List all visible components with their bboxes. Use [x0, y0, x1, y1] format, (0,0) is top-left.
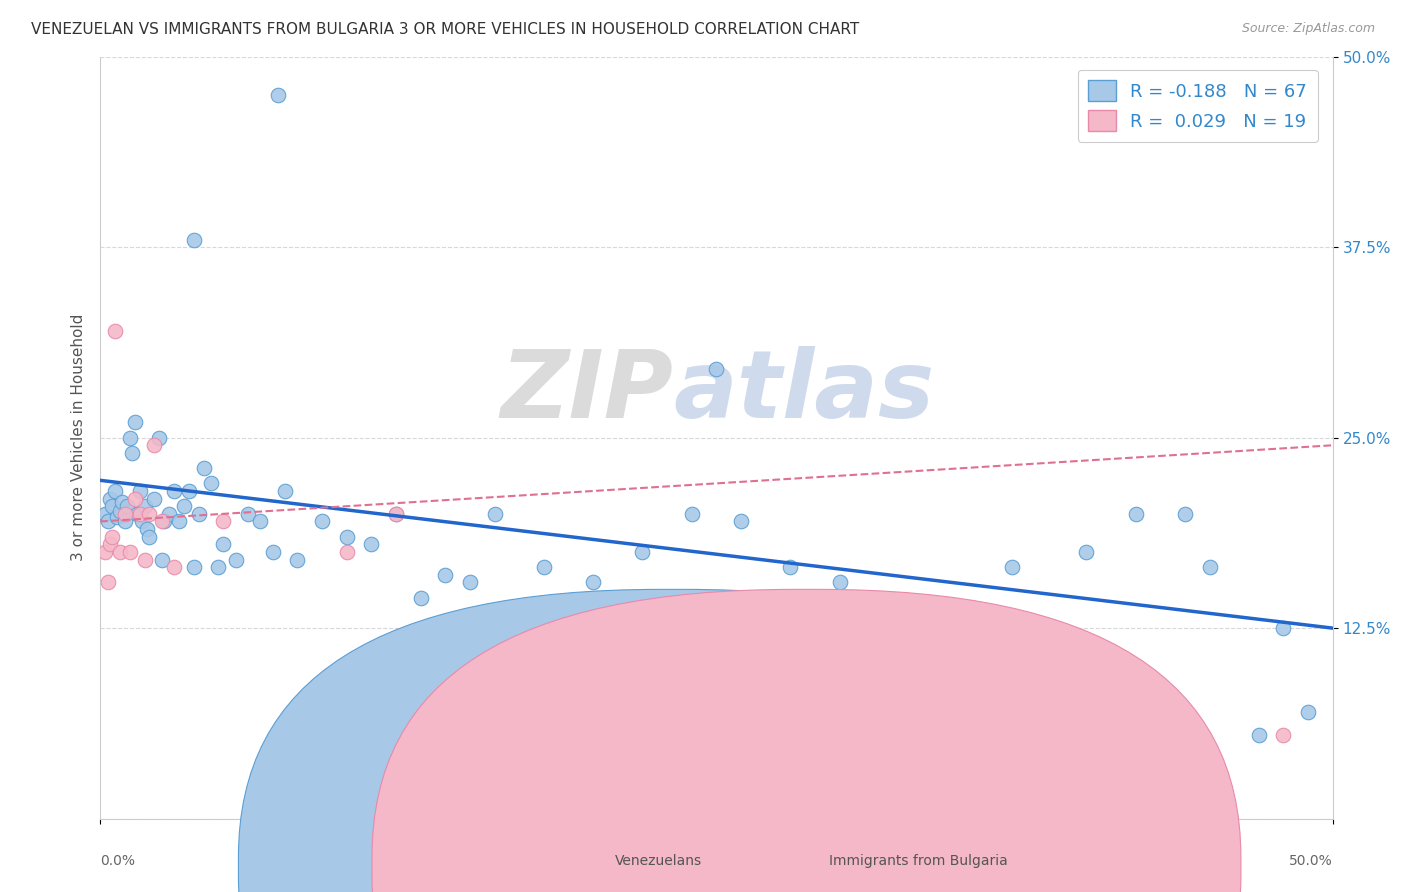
Point — [94, 507, 117, 521]
Point — [148, 431, 170, 445]
Point — [138, 507, 160, 521]
Text: 0.0%: 0.0% — [100, 855, 135, 868]
Point — [138, 530, 160, 544]
Point — [212, 537, 235, 551]
Point — [105, 509, 128, 524]
Point — [193, 461, 215, 475]
Point — [1174, 507, 1197, 521]
Point — [336, 545, 359, 559]
Point — [108, 504, 131, 518]
Point — [631, 545, 654, 559]
Point — [128, 507, 150, 521]
Point — [183, 233, 205, 247]
Point — [143, 491, 166, 506]
Point — [207, 560, 229, 574]
Point — [285, 552, 308, 566]
Point — [153, 515, 176, 529]
Legend: R = -0.188   N = 67, R =  0.029   N = 19: R = -0.188 N = 67, R = 0.029 N = 19 — [1077, 70, 1317, 142]
Point — [1076, 545, 1098, 559]
Point — [274, 483, 297, 498]
Text: Immigrants from Bulgaria: Immigrants from Bulgaria — [830, 855, 1008, 868]
Point — [114, 507, 136, 521]
Point — [706, 362, 728, 376]
Point — [124, 416, 146, 430]
Point — [1125, 507, 1147, 521]
Point — [730, 515, 752, 529]
Point — [128, 483, 150, 498]
Point — [108, 545, 131, 559]
Y-axis label: 3 or more Vehicles in Household: 3 or more Vehicles in Household — [72, 314, 86, 561]
Point — [150, 552, 173, 566]
Point — [121, 446, 143, 460]
Point — [134, 552, 156, 566]
Point — [124, 491, 146, 506]
Point — [104, 483, 127, 498]
Point — [163, 560, 186, 574]
Point — [173, 500, 195, 514]
Point — [927, 606, 949, 620]
Point — [582, 575, 605, 590]
Point — [249, 515, 271, 529]
Text: Venezuelans: Venezuelans — [616, 855, 703, 868]
Point — [163, 483, 186, 498]
Point — [98, 537, 121, 551]
Point — [96, 515, 118, 529]
Text: VENEZUELAN VS IMMIGRANTS FROM BULGARIA 3 OR MORE VEHICLES IN HOUSEHOLD CORRELATI: VENEZUELAN VS IMMIGRANTS FROM BULGARIA 3… — [31, 22, 859, 37]
Point — [385, 507, 408, 521]
Point — [385, 507, 408, 521]
Point — [167, 515, 190, 529]
Point — [434, 567, 457, 582]
Point — [484, 507, 506, 521]
Point — [118, 431, 141, 445]
Point — [458, 575, 481, 590]
Point — [336, 530, 359, 544]
Point — [225, 552, 247, 566]
Point — [262, 545, 284, 559]
Point — [187, 507, 209, 521]
Point — [114, 515, 136, 529]
Text: Source: ZipAtlas.com: Source: ZipAtlas.com — [1241, 22, 1375, 36]
Point — [131, 515, 153, 529]
Point — [533, 560, 555, 574]
Point — [101, 530, 124, 544]
Point — [136, 522, 159, 536]
Point — [1198, 560, 1220, 574]
Point — [134, 500, 156, 514]
Point — [183, 560, 205, 574]
Point — [143, 438, 166, 452]
Point — [104, 324, 127, 338]
Point — [127, 507, 149, 521]
Point — [1272, 728, 1295, 742]
Point — [212, 515, 235, 529]
Point — [266, 87, 288, 102]
Point — [150, 515, 173, 529]
Point — [409, 591, 432, 605]
Point — [360, 537, 382, 551]
Point — [157, 507, 180, 521]
Point — [111, 494, 134, 508]
Point — [117, 500, 139, 514]
Point — [779, 560, 801, 574]
Text: atlas: atlas — [673, 346, 935, 438]
Point — [311, 515, 333, 529]
Point — [681, 507, 703, 521]
Point — [1001, 560, 1024, 574]
Point — [101, 500, 124, 514]
Point — [1247, 728, 1270, 742]
Point — [177, 483, 200, 498]
Text: 50.0%: 50.0% — [1289, 855, 1333, 868]
Point — [828, 575, 851, 590]
Point — [1272, 621, 1295, 635]
Point — [1296, 705, 1319, 719]
Text: ZIP: ZIP — [501, 346, 673, 438]
Point — [96, 575, 118, 590]
Point — [94, 545, 117, 559]
Point — [200, 476, 222, 491]
Point — [118, 545, 141, 559]
Point — [98, 491, 121, 506]
Point — [236, 507, 259, 521]
